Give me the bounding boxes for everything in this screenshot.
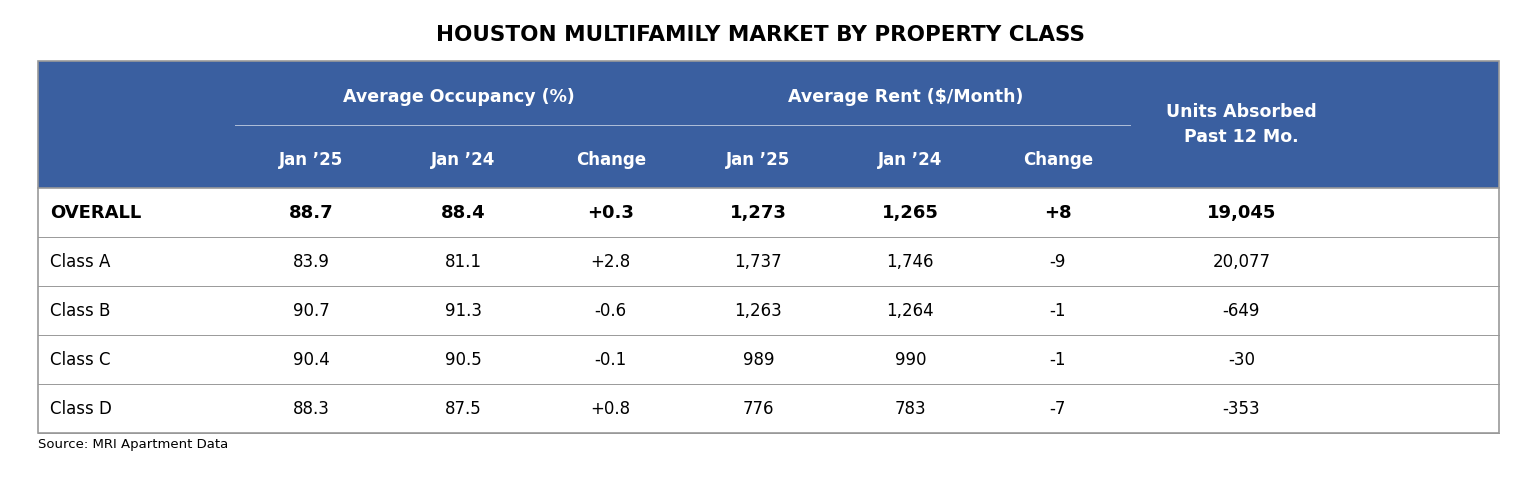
Text: 90.5: 90.5 <box>444 351 481 369</box>
Text: 989: 989 <box>743 351 775 369</box>
Text: +2.8: +2.8 <box>591 253 632 271</box>
Text: 81.1: 81.1 <box>444 253 482 271</box>
Text: -9: -9 <box>1050 253 1065 271</box>
Text: +8: +8 <box>1044 204 1071 222</box>
Text: +0.3: +0.3 <box>587 204 635 222</box>
Text: Jan ’25: Jan ’25 <box>726 151 790 170</box>
Bar <box>38 61 1499 434</box>
Text: 1,273: 1,273 <box>731 204 787 222</box>
Text: 91.3: 91.3 <box>444 302 482 320</box>
Text: Change: Change <box>575 151 645 170</box>
Text: 88.3: 88.3 <box>292 400 330 418</box>
Text: 90.4: 90.4 <box>292 351 330 369</box>
Text: Class D: Class D <box>50 400 111 418</box>
Text: 1,737: 1,737 <box>735 253 782 271</box>
Text: -0.6: -0.6 <box>595 302 627 320</box>
Text: 20,077: 20,077 <box>1213 253 1271 271</box>
Text: -1: -1 <box>1050 302 1067 320</box>
Text: 90.7: 90.7 <box>292 302 330 320</box>
Text: 1,746: 1,746 <box>887 253 935 271</box>
Text: Average Rent ($/Month): Average Rent ($/Month) <box>788 88 1024 106</box>
Text: 83.9: 83.9 <box>292 253 330 271</box>
Text: Units Absorbed
Past 12 Mo.: Units Absorbed Past 12 Mo. <box>1166 103 1317 147</box>
Text: -7: -7 <box>1050 400 1065 418</box>
Text: -1: -1 <box>1050 351 1067 369</box>
Text: +0.8: +0.8 <box>591 400 632 418</box>
Text: Class B: Class B <box>50 302 110 320</box>
Text: 1,264: 1,264 <box>886 302 935 320</box>
Text: Jan ’24: Jan ’24 <box>878 151 942 170</box>
Text: -0.1: -0.1 <box>595 351 627 369</box>
Text: 783: 783 <box>895 400 927 418</box>
Text: HOUSTON MULTIFAMILY MARKET BY PROPERTY CLASS: HOUSTON MULTIFAMILY MARKET BY PROPERTY C… <box>437 25 1085 46</box>
Text: OVERALL: OVERALL <box>50 204 142 222</box>
Text: 19,045: 19,045 <box>1207 204 1275 222</box>
Text: Average Occupancy (%): Average Occupancy (%) <box>342 88 575 106</box>
Text: Class C: Class C <box>50 351 110 369</box>
Text: Jan ’24: Jan ’24 <box>431 151 496 170</box>
Text: Class A: Class A <box>50 253 110 271</box>
Bar <box>38 61 1499 189</box>
Text: 776: 776 <box>743 400 775 418</box>
Text: 1,265: 1,265 <box>881 204 939 222</box>
Text: 88.7: 88.7 <box>289 204 333 222</box>
Text: Jan ’25: Jan ’25 <box>279 151 344 170</box>
Text: -30: -30 <box>1228 351 1254 369</box>
Text: -353: -353 <box>1222 400 1260 418</box>
Text: 990: 990 <box>895 351 925 369</box>
Text: -649: -649 <box>1222 302 1260 320</box>
Text: 88.4: 88.4 <box>441 204 486 222</box>
Text: 1,263: 1,263 <box>735 302 782 320</box>
Text: Source: MRI Apartment Data: Source: MRI Apartment Data <box>38 439 228 451</box>
Text: Change: Change <box>1023 151 1093 170</box>
Text: 87.5: 87.5 <box>444 400 481 418</box>
